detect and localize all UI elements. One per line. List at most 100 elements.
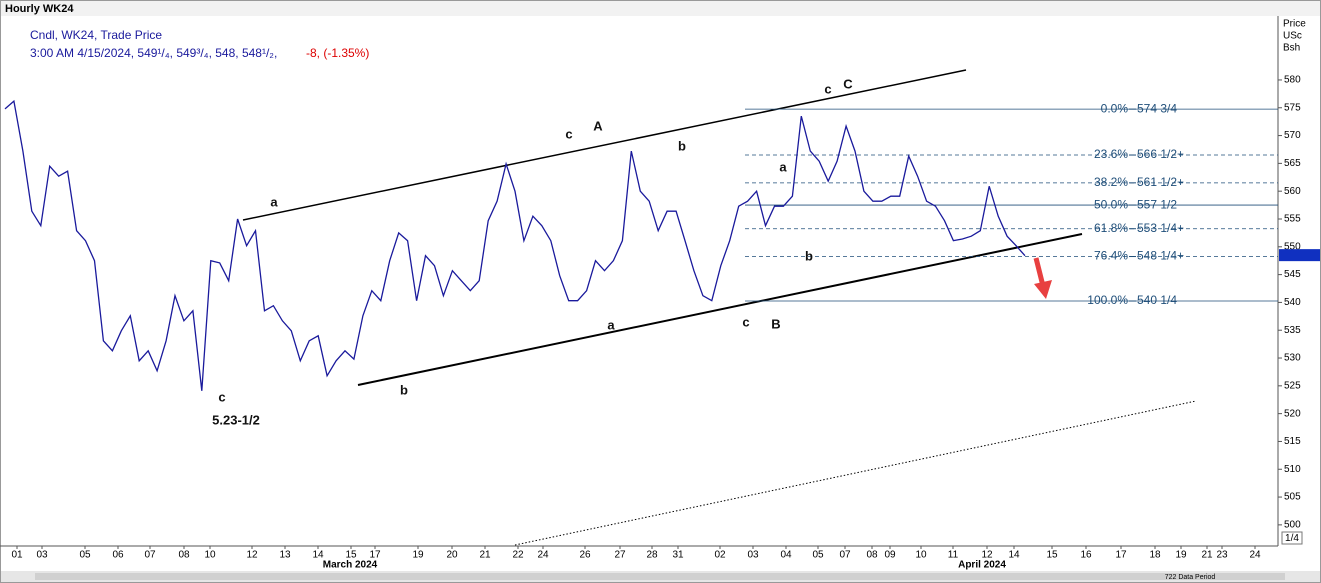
fib-percent: 50.0% xyxy=(1094,197,1128,211)
page-box[interactable] xyxy=(1281,531,1303,545)
wave-label: c xyxy=(218,389,225,404)
y-tick-label: 560 xyxy=(1284,186,1301,197)
y-tick-label: 580 xyxy=(1284,75,1301,86)
y-tick-label: 500 xyxy=(1284,520,1301,531)
x-tick-label: 05 xyxy=(812,550,824,561)
fib-percent: 76.4% xyxy=(1094,249,1128,263)
y-tick-label: 570 xyxy=(1284,130,1301,141)
x-tick-label: 26 xyxy=(579,550,591,561)
x-tick-label: 15 xyxy=(1046,550,1058,561)
x-tick-label: 15 xyxy=(345,550,357,561)
y-tick-label: 540 xyxy=(1284,297,1301,308)
x-tick-label: 18 xyxy=(1149,550,1161,561)
x-tick-label: 03 xyxy=(36,550,48,561)
wave-label: A xyxy=(593,118,603,133)
x-tick-label: 04 xyxy=(780,550,792,561)
x-tick-label: 08 xyxy=(178,550,190,561)
wave-label: b xyxy=(400,382,408,397)
chart-title: Hourly WK24 xyxy=(5,3,74,15)
y-tick-label: 535 xyxy=(1284,325,1301,336)
scroll-thumb[interactable] xyxy=(35,573,1285,580)
y-axis-label: USc xyxy=(1283,31,1302,42)
y-tick-label: 530 xyxy=(1284,353,1301,364)
fib-price: 574 3/4 xyxy=(1137,101,1177,115)
wave-label: C xyxy=(843,76,853,91)
month-label: March 2024 xyxy=(323,560,378,571)
x-tick-label: 23 xyxy=(1216,550,1228,561)
lower-trendline xyxy=(357,233,1083,386)
page-label: 1/4 xyxy=(1285,533,1299,544)
wave-label: a xyxy=(270,194,278,209)
x-tick-label: 21 xyxy=(479,550,491,561)
x-tick-label: 17 xyxy=(1115,550,1127,561)
fib-percent: 0.0% xyxy=(1101,101,1129,115)
wave-label: c xyxy=(824,81,831,96)
x-tick-label: 09 xyxy=(884,550,896,561)
x-tick-label: 03 xyxy=(747,550,759,561)
last-price-marker xyxy=(1279,249,1320,262)
x-tick-label: 11 xyxy=(948,550,959,561)
x-tick-label: 12 xyxy=(246,550,258,561)
wave-label: 5.23-1/2 xyxy=(212,412,260,427)
x-tick-label: 28 xyxy=(646,550,658,561)
x-tick-label: 10 xyxy=(204,550,216,561)
x-tick-label: 22 xyxy=(512,550,524,561)
fib-price: 557 1/2 xyxy=(1137,197,1177,211)
wave-label: B xyxy=(771,316,780,331)
wave-label: b xyxy=(805,248,813,263)
y-tick-label: 555 xyxy=(1284,214,1301,225)
y-tick-label: 525 xyxy=(1284,380,1301,391)
x-tick-label: 14 xyxy=(1008,550,1020,561)
x-tick-label: 14 xyxy=(312,550,324,561)
wave-label: b xyxy=(678,138,686,153)
month-label: April 2024 xyxy=(958,560,1006,571)
quote-info: 3:00 AM 4/15/2024, 549¹/₄, 549³/₄, 548, … xyxy=(30,46,277,60)
x-tick-label: 20 xyxy=(446,550,458,561)
x-tick-label: 16 xyxy=(1080,550,1092,561)
x-tick-label: 31 xyxy=(672,550,684,561)
fib-price: 540 1/4 xyxy=(1137,293,1177,307)
dotted-trendline xyxy=(514,400,1197,546)
y-tick-label: 505 xyxy=(1284,492,1301,503)
y-tick-label: 550 xyxy=(1284,241,1301,252)
x-tick-label: 01 xyxy=(11,550,23,561)
x-tick-label: 05 xyxy=(79,550,91,561)
red-arrow xyxy=(1033,257,1052,299)
fib-price: 553 1/4+ xyxy=(1137,221,1184,235)
fib-price: 566 1/2+ xyxy=(1137,147,1184,161)
x-tick-label: 02 xyxy=(714,550,726,561)
x-tick-label: 07 xyxy=(144,550,156,561)
data-period: 722 Data Period xyxy=(1165,574,1216,581)
y-axis-label: Price xyxy=(1283,19,1306,30)
wave-label: c xyxy=(565,126,572,141)
x-tick-label: 24 xyxy=(1249,550,1261,561)
fib-price: 548 1/4+ xyxy=(1137,249,1184,263)
wave-label: a xyxy=(779,159,787,174)
quote-change: -8, (-1.35%) xyxy=(306,46,369,60)
x-tick-label: 19 xyxy=(1175,550,1187,561)
x-tick-label: 19 xyxy=(412,550,424,561)
x-tick-label: 10 xyxy=(915,550,927,561)
y-tick-label: 545 xyxy=(1284,269,1301,280)
y-tick-label: 565 xyxy=(1284,158,1301,169)
x-tick-label: 07 xyxy=(839,550,851,561)
fib-percent: 61.8% xyxy=(1094,221,1128,235)
x-tick-label: 17 xyxy=(369,550,381,561)
x-tick-label: 08 xyxy=(866,550,878,561)
x-tick-label: 12 xyxy=(981,550,993,561)
y-tick-label: 575 xyxy=(1284,102,1301,113)
y-tick-label: 520 xyxy=(1284,408,1301,419)
series-info: Cndl, WK24, Trade Price xyxy=(30,28,162,42)
wave-label: a xyxy=(607,317,615,332)
x-tick-label: 24 xyxy=(537,550,549,561)
upper-trendline xyxy=(242,69,967,221)
x-tick-label: 13 xyxy=(279,550,291,561)
y-tick-label: 510 xyxy=(1284,464,1301,475)
fib-percent: 38.2% xyxy=(1094,175,1128,189)
x-tick-label: 06 xyxy=(112,550,124,561)
price-line xyxy=(4,99,1026,391)
fib-percent: 100.0% xyxy=(1087,293,1128,307)
x-tick-label: 21 xyxy=(1201,550,1213,561)
